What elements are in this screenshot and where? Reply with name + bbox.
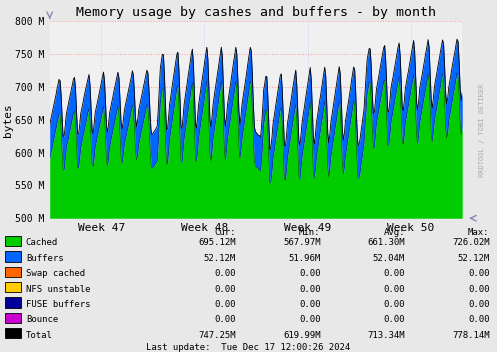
- Text: 0.00: 0.00: [384, 315, 405, 324]
- Bar: [5, 251, 21, 262]
- Text: 52.04M: 52.04M: [373, 254, 405, 263]
- Text: Cached: Cached: [26, 238, 58, 247]
- Text: NFS unstable: NFS unstable: [26, 284, 90, 294]
- Text: 0.00: 0.00: [215, 284, 236, 294]
- Title: Memory usage by cashes and buffers - by month: Memory usage by cashes and buffers - by …: [76, 6, 436, 19]
- Text: Bounce: Bounce: [26, 315, 58, 324]
- Bar: [5, 328, 21, 339]
- Text: FUSE buffers: FUSE buffers: [26, 300, 90, 309]
- Text: 0.00: 0.00: [215, 300, 236, 309]
- Text: 567.97M: 567.97M: [283, 238, 321, 247]
- Y-axis label: bytes: bytes: [2, 103, 13, 137]
- Text: 0.00: 0.00: [299, 315, 321, 324]
- Text: Max:: Max:: [468, 228, 490, 237]
- Text: RRDTOOL / TOBI OETIKER: RRDTOOL / TOBI OETIKER: [479, 83, 485, 177]
- Text: 0.00: 0.00: [468, 300, 490, 309]
- Text: 51.96M: 51.96M: [288, 254, 321, 263]
- Text: 0.00: 0.00: [299, 269, 321, 278]
- Text: 0.00: 0.00: [215, 269, 236, 278]
- Text: 661.30M: 661.30M: [367, 238, 405, 247]
- Text: 778.14M: 778.14M: [452, 331, 490, 340]
- Text: Swap cached: Swap cached: [26, 269, 85, 278]
- Bar: [5, 313, 21, 323]
- Text: Total: Total: [26, 331, 53, 340]
- Text: 713.34M: 713.34M: [367, 331, 405, 340]
- Bar: [5, 282, 21, 293]
- Text: 0.00: 0.00: [468, 269, 490, 278]
- Text: 0.00: 0.00: [384, 269, 405, 278]
- Text: 0.00: 0.00: [468, 315, 490, 324]
- Text: 747.25M: 747.25M: [198, 331, 236, 340]
- Text: Buffers: Buffers: [26, 254, 64, 263]
- Text: 619.99M: 619.99M: [283, 331, 321, 340]
- Text: 0.00: 0.00: [468, 284, 490, 294]
- Text: 0.00: 0.00: [299, 300, 321, 309]
- Bar: [5, 297, 21, 308]
- Bar: [5, 266, 21, 277]
- Text: 0.00: 0.00: [299, 284, 321, 294]
- Text: 52.12M: 52.12M: [204, 254, 236, 263]
- Text: Avg:: Avg:: [384, 228, 405, 237]
- Text: Cur:: Cur:: [215, 228, 236, 237]
- Text: 0.00: 0.00: [215, 315, 236, 324]
- Text: 695.12M: 695.12M: [198, 238, 236, 247]
- Text: 52.12M: 52.12M: [457, 254, 490, 263]
- Text: 0.00: 0.00: [384, 300, 405, 309]
- Text: 726.02M: 726.02M: [452, 238, 490, 247]
- Text: 0.00: 0.00: [384, 284, 405, 294]
- Text: Last update:  Tue Dec 17 12:00:26 2024: Last update: Tue Dec 17 12:00:26 2024: [147, 344, 350, 352]
- Text: Min:: Min:: [299, 228, 321, 237]
- Bar: [5, 236, 21, 246]
